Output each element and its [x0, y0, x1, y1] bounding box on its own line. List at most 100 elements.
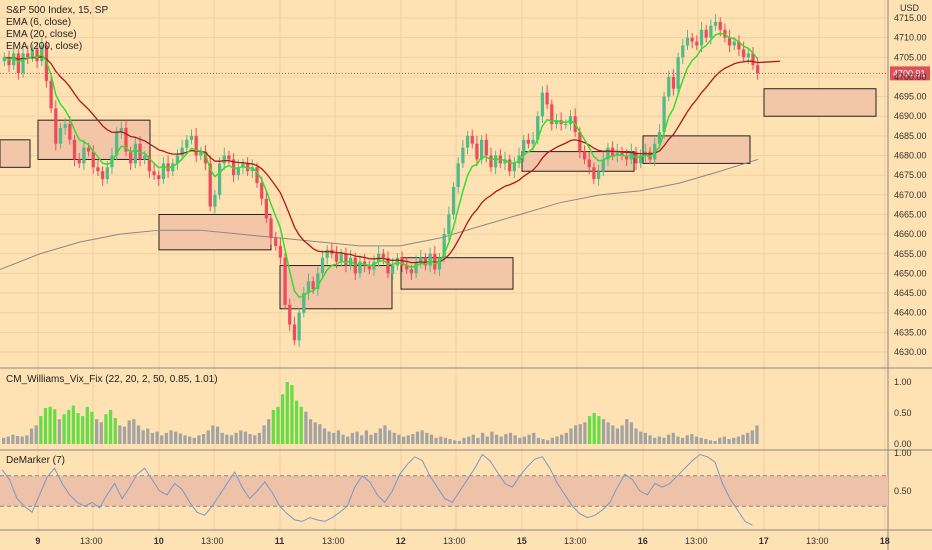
candle-158	[741, 49, 746, 58]
vix-bar-98	[457, 440, 461, 444]
price-tick-11: 4660.00	[894, 229, 927, 239]
vix-bar-8	[39, 416, 43, 444]
ema6-label[interactable]: EMA (6, close)	[6, 17, 72, 28]
candle-40	[189, 135, 194, 140]
candle-104	[489, 155, 493, 168]
candle-81	[381, 253, 385, 258]
price-tick-15: 4640.00	[894, 308, 927, 318]
vix-tick-1: 0.50	[894, 408, 912, 418]
vix-bar-28	[132, 419, 136, 444]
candle-3	[16, 53, 21, 74]
vix-bar-44	[206, 430, 210, 444]
candle-56	[264, 198, 269, 219]
candle-100	[470, 135, 474, 144]
time-tick-3: 13:00	[201, 536, 224, 546]
zone-4	[400, 257, 514, 290]
candle-5	[26, 53, 30, 58]
vix-bar-5	[25, 435, 29, 444]
vix-bar-51	[239, 430, 243, 444]
vix-bar-130	[606, 422, 610, 444]
vix-bar-110	[513, 435, 517, 444]
candle-101	[475, 143, 479, 160]
candle-97	[456, 163, 460, 187]
candle-88	[414, 261, 418, 274]
vix-bar-60	[281, 394, 285, 444]
vix-bar-139	[648, 435, 652, 444]
candle-76	[358, 261, 362, 274]
vix-bar-42	[197, 435, 201, 444]
time-tick-6: 12	[396, 536, 406, 546]
vix-bar-93	[434, 437, 438, 444]
candle-155	[727, 37, 732, 46]
vix-bar-159	[741, 434, 745, 444]
vix-bar-86	[401, 436, 406, 444]
vix-bar-131	[611, 425, 615, 444]
price-tick-2: 4705.00	[894, 52, 927, 62]
ema200-label[interactable]: EMA (200, close)	[6, 41, 83, 52]
vix-bar-117	[546, 440, 550, 444]
vix-bar-148	[690, 434, 694, 444]
vix-bar-77	[360, 435, 364, 444]
demarker-title[interactable]: DeMarker (7)	[6, 455, 65, 466]
candle-146	[685, 37, 690, 46]
candle-117	[550, 104, 554, 125]
vix-bar-154	[718, 437, 722, 444]
vix-bar-58	[271, 409, 275, 444]
vix-bar-50	[234, 432, 238, 444]
candle-138	[648, 151, 652, 160]
vix-bar-22	[104, 414, 108, 444]
candle-75	[353, 257, 357, 274]
vix-bar-52	[243, 431, 248, 444]
candle-87	[409, 269, 414, 274]
currency-label: USD	[900, 3, 920, 13]
symbol-title[interactable]: S&P 500 Index, 15, SP	[6, 5, 109, 16]
candle-143	[671, 76, 676, 89]
candle-44	[208, 163, 212, 207]
vix-bar-121	[564, 432, 568, 444]
candle-30	[143, 155, 147, 160]
zone-0	[0, 139, 31, 168]
vix-bar-35	[164, 432, 169, 444]
candle-131	[615, 151, 619, 156]
candle-49	[231, 159, 236, 176]
candle-153	[718, 21, 722, 30]
vix-bar-155	[722, 436, 727, 444]
candle-54	[255, 167, 259, 184]
candle-161	[756, 65, 760, 74]
candle-48	[227, 155, 231, 160]
candle-116	[545, 92, 549, 105]
candle-62	[292, 324, 297, 341]
vix-title[interactable]: CM_Williams_Vix_Fix (22, 20, 2, 50, 0.85…	[6, 374, 218, 385]
candle-24	[114, 131, 119, 156]
candle-94	[442, 234, 446, 258]
vix-bar-116	[541, 439, 545, 444]
vix-bar-25	[118, 425, 122, 444]
ema20-label[interactable]: EMA (20, close)	[6, 29, 77, 40]
vix-bar-81	[378, 428, 382, 444]
candle-7	[35, 49, 39, 62]
vix-bar-62	[290, 385, 294, 444]
vix-bar-136	[634, 428, 638, 444]
vix-bar-76	[355, 431, 359, 444]
candle-63	[297, 312, 301, 341]
price-tick-10: 4665.00	[894, 209, 927, 219]
vix-bar-92	[429, 434, 434, 444]
vix-bar-156	[727, 439, 731, 444]
vix-bar-37	[174, 431, 178, 444]
vix-bar-101	[471, 434, 475, 444]
vix-bar-118	[550, 437, 554, 444]
vix-bar-71	[332, 432, 336, 444]
candle-15	[72, 139, 77, 160]
vix-bar-46	[215, 426, 220, 444]
candle-43	[203, 151, 208, 164]
candle-67	[316, 273, 320, 290]
candle-64	[302, 293, 306, 313]
vix-bar-95	[443, 437, 448, 444]
vix-bar-14	[67, 409, 71, 444]
vix-bar-19	[90, 411, 94, 444]
vix-bar-66	[308, 419, 313, 444]
vix-bar-27	[127, 420, 131, 444]
vix-bar-24	[113, 417, 117, 444]
candle-157	[737, 41, 741, 50]
